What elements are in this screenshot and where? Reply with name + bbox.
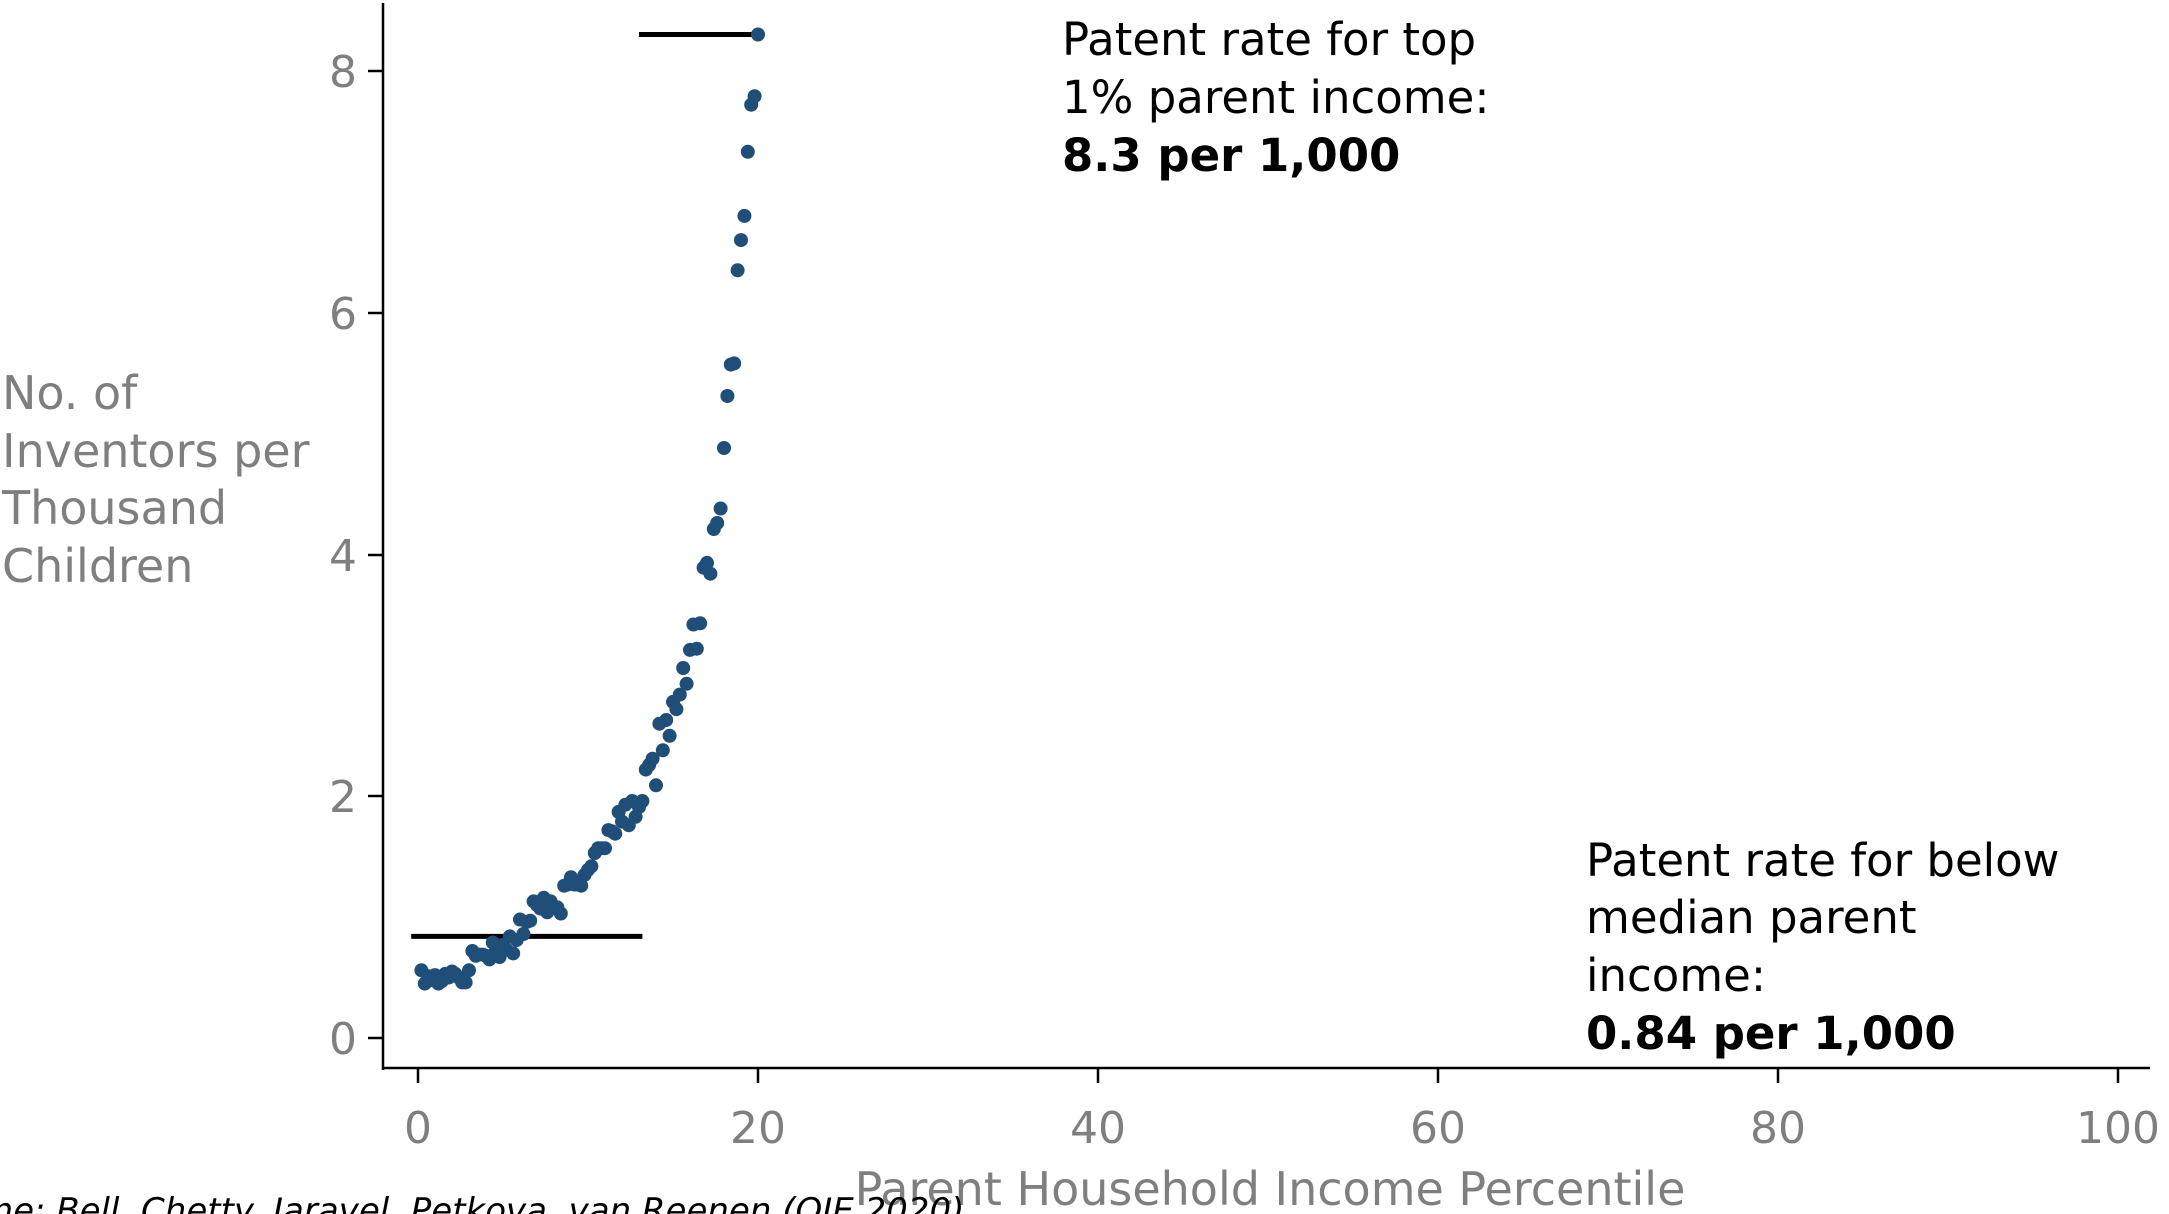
data-point	[669, 702, 684, 717]
data-point	[598, 841, 612, 856]
x-axis-title: Parent Household Income Percentile	[855, 1162, 1686, 1214]
data-point	[645, 751, 660, 766]
x-tick-label: 100	[2076, 1103, 2160, 1154]
x-tick-labels: 0 20 40 60 80 100	[404, 1103, 2160, 1154]
data-point	[747, 89, 762, 104]
annotation-top-line: 1% parent income:	[1062, 71, 1489, 124]
y-tick-label: 0	[329, 1014, 357, 1065]
y-tick-label: 6	[329, 289, 357, 340]
x-tick-label: 80	[1750, 1103, 1806, 1154]
y-axis-title-line: Inventors per	[2, 424, 310, 478]
data-point	[506, 946, 521, 961]
annotation-bottom-value: 0.84 per 1,000	[1586, 1007, 1956, 1060]
y-axis-title-line: Children	[2, 539, 193, 593]
data-point	[734, 233, 748, 248]
data-point	[720, 389, 735, 403]
data-point	[523, 913, 538, 928]
x-tick-label: 0	[404, 1103, 432, 1154]
data-point	[751, 27, 765, 42]
data-point	[737, 208, 752, 223]
data-point	[676, 661, 691, 675]
data-point	[553, 906, 568, 921]
y-ticks	[368, 69, 383, 1040]
data-point	[458, 975, 473, 990]
y-axis-title-line: No. of	[2, 366, 139, 420]
data-point	[710, 516, 725, 530]
data-point	[584, 859, 599, 874]
annotation-bottom: Patent rate for below median parent inco…	[1586, 834, 2059, 1060]
data-point	[740, 144, 755, 159]
annotation-bottom-line: median parent	[1586, 891, 1917, 944]
annotation-bottom-line: Patent rate for below	[1586, 834, 2059, 887]
x-ticks	[416, 1068, 2120, 1083]
data-point	[649, 778, 663, 793]
y-tick-labels: 0 2 4 6 8	[329, 47, 357, 1065]
annotation-top: Patent rate for top 1% parent income: 8.…	[1062, 13, 1489, 182]
data-point	[574, 878, 589, 893]
data-point	[717, 441, 731, 455]
data-point	[672, 687, 687, 702]
data-point	[703, 566, 718, 581]
x-tick-label: 60	[1410, 1103, 1466, 1154]
y-tick-label: 8	[329, 47, 357, 98]
data-point	[700, 555, 714, 570]
data-point	[655, 743, 670, 758]
data-point	[727, 356, 742, 371]
data-point	[730, 263, 745, 278]
data-point	[693, 616, 708, 631]
source-note: me: Bell, Chetty, Jaravel, Petkova, van …	[0, 1191, 964, 1214]
y-axis-title-line: Thousand	[1, 481, 227, 535]
data-point	[608, 826, 623, 841]
data-point	[713, 501, 728, 516]
data-point	[659, 713, 674, 727]
data-point	[662, 728, 677, 743]
y-tick-label: 2	[329, 772, 357, 823]
annotation-top-line: Patent rate for top	[1062, 13, 1476, 66]
data-point	[635, 794, 650, 808]
data-point	[689, 641, 704, 656]
data-point	[462, 963, 476, 978]
x-tick-label: 20	[730, 1103, 786, 1154]
x-tick-label: 40	[1070, 1103, 1126, 1154]
data-point	[679, 676, 694, 691]
y-tick-label: 4	[329, 531, 357, 582]
annotation-top-value: 8.3 per 1,000	[1062, 129, 1400, 182]
data-point	[516, 927, 531, 941]
y-axis-title: No. of Inventors per Thousand Children	[1, 366, 310, 593]
annotation-bottom-line: income:	[1586, 949, 1766, 1002]
scatter-points	[414, 27, 765, 991]
